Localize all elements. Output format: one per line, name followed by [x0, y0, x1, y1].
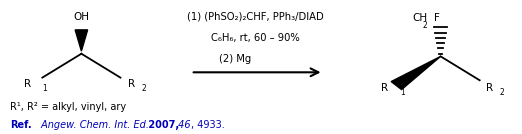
Text: C₆H₆, rt, 60 – 90%: C₆H₆, rt, 60 – 90%: [211, 33, 300, 43]
Text: 2: 2: [423, 21, 428, 30]
Text: R: R: [24, 79, 31, 89]
Text: F: F: [434, 13, 440, 23]
Polygon shape: [391, 56, 441, 90]
Text: 1: 1: [42, 84, 47, 93]
Text: CH: CH: [412, 13, 428, 23]
Text: R: R: [382, 83, 388, 93]
Text: (2) Mg: (2) Mg: [219, 54, 251, 64]
Text: (1) (PhSO₂)₂CHF, PPh₃/DIAD: (1) (PhSO₂)₂CHF, PPh₃/DIAD: [187, 12, 324, 22]
Text: , 4933.: , 4933.: [191, 120, 224, 130]
Polygon shape: [75, 30, 88, 51]
Text: Ref.: Ref.: [10, 120, 32, 130]
Text: R¹, R² = alkyl, vinyl, ary: R¹, R² = alkyl, vinyl, ary: [10, 102, 126, 112]
Text: 2007,: 2007,: [145, 120, 179, 130]
Text: OH: OH: [74, 12, 89, 22]
Text: R: R: [128, 79, 135, 89]
Text: 46: 46: [175, 120, 191, 130]
Text: Angew. Chem. Int. Ed.: Angew. Chem. Int. Ed.: [38, 120, 149, 130]
Text: 2: 2: [500, 88, 504, 97]
Text: R: R: [487, 83, 493, 93]
Text: 1: 1: [400, 88, 405, 97]
Text: 2: 2: [141, 84, 146, 93]
